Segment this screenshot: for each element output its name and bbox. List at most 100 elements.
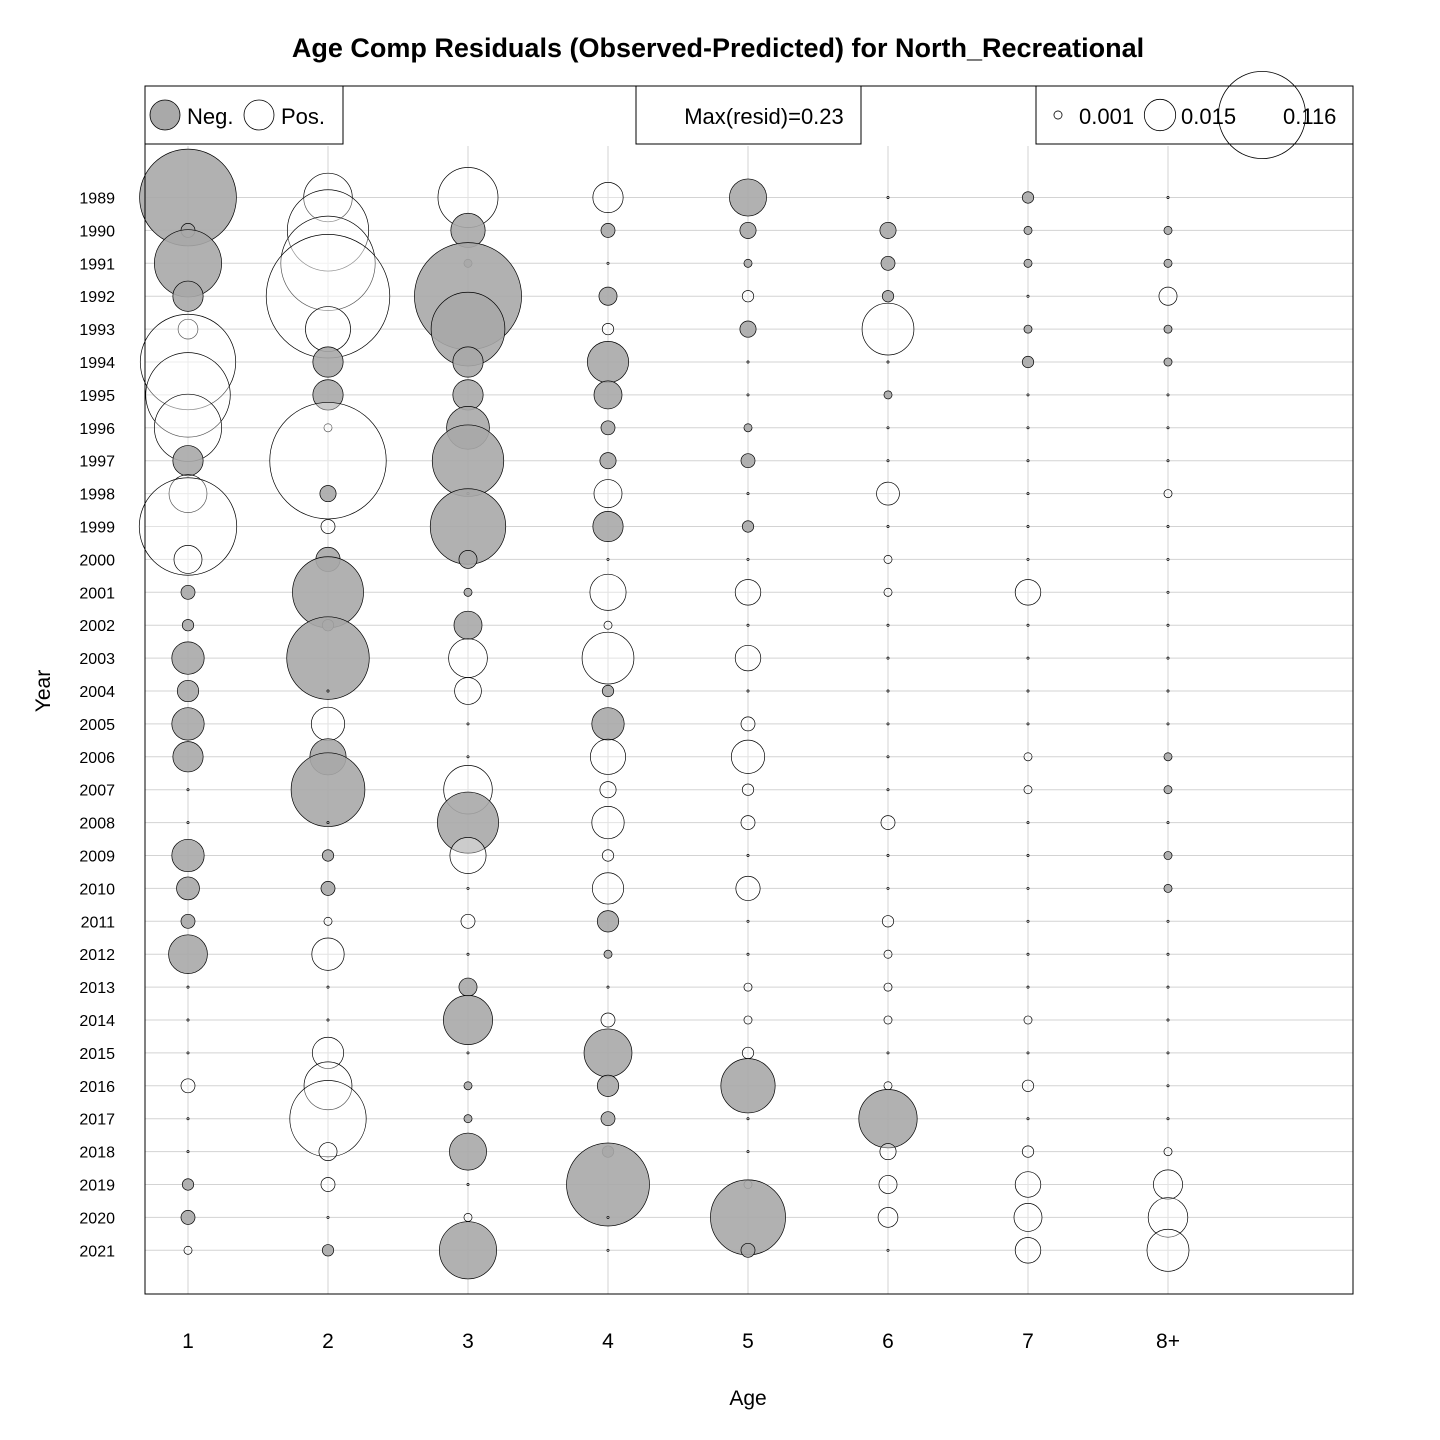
residual-bubble <box>323 423 333 433</box>
residual-bubble <box>290 752 366 827</box>
residual-bubble <box>280 215 376 311</box>
residual-bubble <box>452 379 484 411</box>
residual-bubble <box>1023 785 1033 795</box>
residual-bubble <box>1026 393 1030 397</box>
residual-bubble <box>886 656 890 660</box>
residual-bubble <box>746 557 750 561</box>
residual-bubble <box>599 781 617 799</box>
residual-bubble <box>1166 426 1170 430</box>
residual-bubble <box>1023 1015 1033 1025</box>
residual-bubble <box>746 854 750 857</box>
residual-bubble <box>1166 393 1170 397</box>
residual-bubble <box>740 716 756 732</box>
residual-bubble <box>449 837 487 874</box>
residual-bubble <box>1026 294 1030 298</box>
residual-bubble <box>743 1015 753 1025</box>
residual-bubble <box>466 755 470 759</box>
legend-pos-swatch <box>243 99 275 131</box>
residual-bubble <box>180 913 196 929</box>
residual-bubble <box>1153 1169 1183 1200</box>
legend-max: Max(resid)=0.23 <box>635 85 862 145</box>
residual-bubble <box>878 1175 898 1194</box>
x-axis-title: Age <box>729 1387 766 1410</box>
residual-bubble <box>883 949 893 959</box>
y-tick-label: 2014 <box>79 1013 115 1030</box>
residual-bubble <box>590 738 626 775</box>
residual-bubble <box>886 426 890 430</box>
y-tick-labels: 1989 1990 1991 1992 1993 1994 1995 1996 1997 1998… <box>79 191 115 1261</box>
y-tick-label: 1994 <box>79 355 115 372</box>
residual-bubble <box>452 346 484 378</box>
residual-bubble <box>746 393 750 397</box>
residual-bubble <box>598 286 618 306</box>
residual-bubble <box>883 390 893 400</box>
residual-bubble <box>741 520 755 533</box>
y-tick-label: 2005 <box>79 717 115 734</box>
residual-bubble <box>138 477 238 576</box>
residual-bubble <box>1163 324 1173 334</box>
y-tick-label: 2004 <box>79 684 115 701</box>
residual-bubble <box>591 707 625 741</box>
residual-bubble <box>1026 557 1030 561</box>
y-tick-label: 1997 <box>79 454 115 471</box>
y-tick-label: 1998 <box>79 487 115 504</box>
bubble-layer <box>138 148 1190 1280</box>
residual-bubble <box>326 821 330 825</box>
residual-bubble <box>858 1089 918 1149</box>
residual-bubble <box>311 1036 345 1069</box>
residual-bubble <box>458 550 478 569</box>
residual-bubble <box>606 1248 610 1252</box>
residual-bubble <box>186 788 190 792</box>
residual-bubble <box>318 1142 338 1161</box>
residual-bubble <box>448 638 488 678</box>
residual-bubble <box>603 949 613 959</box>
residual-bubble <box>581 631 635 685</box>
residual-bubble <box>730 739 766 774</box>
residual-bubble <box>1026 459 1030 463</box>
residual-bubble <box>601 323 615 336</box>
residual-bubble <box>1026 492 1030 496</box>
residual-bubble <box>599 452 617 470</box>
residual-bubble <box>600 223 616 238</box>
residual-bubble <box>1166 196 1170 199</box>
residual-bubble <box>466 952 470 956</box>
residual-bubble <box>466 722 470 726</box>
residual-bubble <box>1166 1084 1170 1088</box>
residual-bubble <box>593 380 623 410</box>
residual-bubble <box>740 1242 756 1258</box>
residual-bubble <box>880 255 896 271</box>
y-axis-title: Year <box>32 670 55 712</box>
residual-bubble <box>186 1051 190 1055</box>
residual-bubble <box>876 481 900 506</box>
residual-bubble <box>746 492 750 496</box>
residual-bubble <box>171 838 205 873</box>
residual-bubble <box>739 320 757 338</box>
y-tick-label: 2001 <box>79 585 115 602</box>
residual-bubble <box>1166 1051 1170 1055</box>
residual-bubble <box>1026 1117 1030 1121</box>
residual-bubble <box>1026 886 1030 890</box>
legend-sign: Neg. Pos. <box>144 85 344 145</box>
residual-bubble <box>1026 722 1030 726</box>
residual-bubble <box>310 706 346 741</box>
residual-bubble <box>186 1150 190 1154</box>
residual-bubble <box>1014 579 1042 606</box>
residual-bubble <box>589 573 627 611</box>
y-tick-label: 2006 <box>79 750 115 767</box>
residual-bubble <box>746 360 750 364</box>
residual-bubble <box>1163 785 1173 795</box>
residual-bubble <box>458 977 478 997</box>
y-tick-label: 2007 <box>79 783 115 800</box>
residual-bubble <box>1026 919 1030 923</box>
residual-bubble <box>720 1058 776 1114</box>
residual-bubble <box>593 479 623 508</box>
residual-bubble <box>886 886 890 890</box>
residual-bubble <box>466 1051 470 1055</box>
residual-bubble <box>1026 656 1030 660</box>
residual-bubble <box>886 788 890 792</box>
residual-bubble <box>320 1177 336 1192</box>
residual-bubble <box>1158 286 1178 306</box>
residual-bubble <box>326 1215 330 1219</box>
residual-bubble <box>305 306 351 352</box>
residual-bubble <box>600 1012 616 1028</box>
